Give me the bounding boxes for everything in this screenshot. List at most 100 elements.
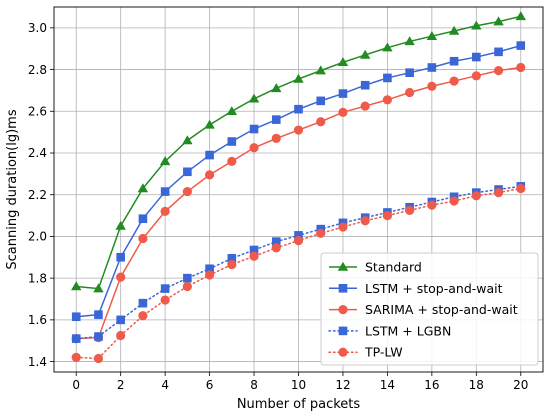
- data-point: [493, 66, 504, 76]
- data-point: [427, 81, 437, 91]
- x-tick-label: 10: [291, 378, 306, 392]
- data-point: [71, 352, 81, 362]
- y-tick-label: 1.4: [28, 355, 47, 369]
- data-point: [159, 156, 171, 166]
- x-tick-label: 20: [513, 378, 528, 392]
- legend-marker: [338, 326, 348, 336]
- data-point: [493, 188, 504, 198]
- legend-item: LSTM + stop-and-wait: [329, 281, 503, 296]
- legend-marker: [338, 284, 348, 293]
- data-point: [359, 49, 371, 59]
- x-tick-label: 8: [250, 378, 258, 392]
- data-point: [271, 115, 281, 124]
- x-tick-label: 18: [469, 378, 484, 392]
- data-point: [316, 117, 326, 127]
- legend-box: [320, 252, 539, 366]
- y-tick-label: 3.0: [28, 21, 47, 35]
- legend-item: TP-LW: [328, 345, 403, 360]
- data-point: [160, 284, 170, 293]
- data-point: [204, 170, 215, 180]
- series-standard: [71, 11, 526, 293]
- series-group: [71, 11, 526, 364]
- data-point: [116, 272, 126, 282]
- data-point: [204, 270, 215, 280]
- legend-label: LSTM + LGBN: [365, 323, 451, 338]
- y-axis-label: Scanning duration(lg)ms: [5, 109, 20, 269]
- data-point: [71, 312, 81, 322]
- data-point: [138, 298, 148, 308]
- data-point: [516, 62, 526, 73]
- data-point: [160, 206, 170, 216]
- data-point: [337, 57, 349, 67]
- data-point: [227, 156, 237, 166]
- legend-item: SARIMA + stop-and-wait: [329, 302, 518, 317]
- data-point: [471, 191, 481, 201]
- data-point: [182, 186, 192, 197]
- data-point: [516, 41, 526, 50]
- data-point: [360, 80, 370, 90]
- data-point: [294, 104, 303, 114]
- data-point: [449, 56, 459, 66]
- data-point: [427, 63, 437, 72]
- data-point: [293, 125, 304, 135]
- data-point: [271, 133, 281, 143]
- data-point: [71, 334, 81, 343]
- data-point: [271, 83, 282, 93]
- data-point: [93, 353, 104, 364]
- data-point: [182, 135, 193, 145]
- x-tick-label: 14: [380, 378, 395, 392]
- data-point: [226, 106, 238, 116]
- legend-marker: [337, 261, 349, 271]
- y-tick-label: 1.6: [28, 313, 47, 327]
- data-point: [293, 73, 304, 83]
- data-point: [138, 214, 148, 223]
- x-tick-label: 2: [117, 378, 125, 392]
- data-point: [360, 101, 370, 111]
- legend: Standard LSTM + stop-and-wait SARIMA + sto…: [320, 252, 539, 366]
- data-point: [271, 237, 281, 246]
- x-tick-label: 12: [335, 378, 350, 392]
- data-point: [116, 252, 125, 262]
- data-point: [94, 332, 103, 341]
- data-point: [338, 89, 348, 98]
- x-tick-label: 6: [206, 378, 214, 392]
- legend-marker: [338, 305, 348, 315]
- data-point: [316, 96, 326, 106]
- y-tick-label: 2.2: [28, 188, 47, 202]
- data-point: [294, 231, 303, 240]
- data-point: [249, 251, 259, 261]
- series-lstm-stop-and-wait: [71, 41, 526, 322]
- data-point: [382, 95, 393, 105]
- x-tick-label: 16: [424, 378, 439, 392]
- data-point: [404, 36, 415, 46]
- data-point: [338, 107, 348, 117]
- x-tick-label: 4: [161, 378, 169, 392]
- data-point: [293, 236, 304, 246]
- legend-item: LSTM + LGBN: [328, 323, 451, 338]
- data-point: [449, 76, 459, 86]
- legend-label: LSTM + stop-and-wait: [365, 281, 503, 296]
- data-point: [448, 25, 460, 35]
- data-point: [338, 222, 348, 232]
- data-point: [93, 283, 104, 293]
- data-point: [227, 254, 237, 263]
- data-point: [205, 264, 214, 274]
- data-point: [271, 243, 281, 253]
- data-point: [494, 47, 503, 57]
- data-point: [471, 20, 482, 30]
- data-point: [160, 187, 170, 196]
- x-axis-label: Number of packets: [237, 397, 361, 412]
- legend-marker: [338, 347, 348, 357]
- data-point: [360, 216, 370, 226]
- legend-item: Standard: [329, 260, 422, 275]
- data-point: [204, 119, 215, 129]
- data-point: [248, 93, 260, 103]
- data-point: [383, 73, 392, 83]
- data-point: [405, 205, 415, 215]
- data-point: [515, 11, 526, 21]
- data-point: [315, 65, 326, 75]
- y-tick-label: 2.4: [28, 146, 47, 160]
- data-point: [116, 315, 125, 325]
- data-point: [94, 310, 103, 319]
